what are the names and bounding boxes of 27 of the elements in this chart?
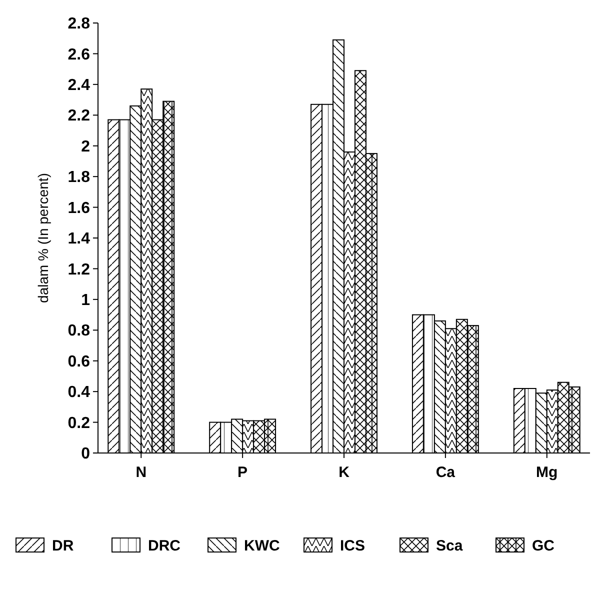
y-tick-label: 2 bbox=[81, 138, 90, 156]
x-tick-label: Mg bbox=[536, 464, 558, 481]
legend-label: Sca bbox=[436, 537, 464, 554]
y-tick-label: 0.4 bbox=[68, 384, 90, 402]
y-tick-label: 0.2 bbox=[68, 414, 90, 432]
y-tick-label: 2.4 bbox=[68, 77, 90, 94]
x-tick-label: P bbox=[238, 464, 248, 481]
x-tick-label: Ca bbox=[436, 464, 456, 481]
y-tick-label: 1 bbox=[81, 292, 90, 310]
legend-label: DR bbox=[52, 537, 74, 554]
x-tick-label: N bbox=[136, 464, 147, 481]
y-tick-label: 0.8 bbox=[68, 322, 90, 340]
y-tick-label: 1.2 bbox=[68, 261, 90, 278]
legend-label: GC bbox=[532, 537, 555, 554]
legend-label: KWC bbox=[244, 537, 280, 554]
y-tick-label: 2.8 bbox=[68, 16, 90, 33]
y-tick-label: 2.2 bbox=[68, 108, 90, 125]
y-tick-label: 1.4 bbox=[68, 230, 90, 248]
legend-label: ICS bbox=[340, 537, 366, 554]
y-tick-label: 1.6 bbox=[68, 200, 90, 217]
y-axis-title: dalam % (In percent) bbox=[35, 173, 51, 303]
legend-label: DRC bbox=[148, 537, 181, 554]
y-tick-label: 0.6 bbox=[68, 353, 90, 370]
x-tick-label: K bbox=[338, 464, 350, 481]
y-tick-label: 2.6 bbox=[68, 46, 90, 64]
y-tick-label: 0 bbox=[81, 446, 90, 463]
y-tick-label: 1.8 bbox=[68, 169, 90, 186]
